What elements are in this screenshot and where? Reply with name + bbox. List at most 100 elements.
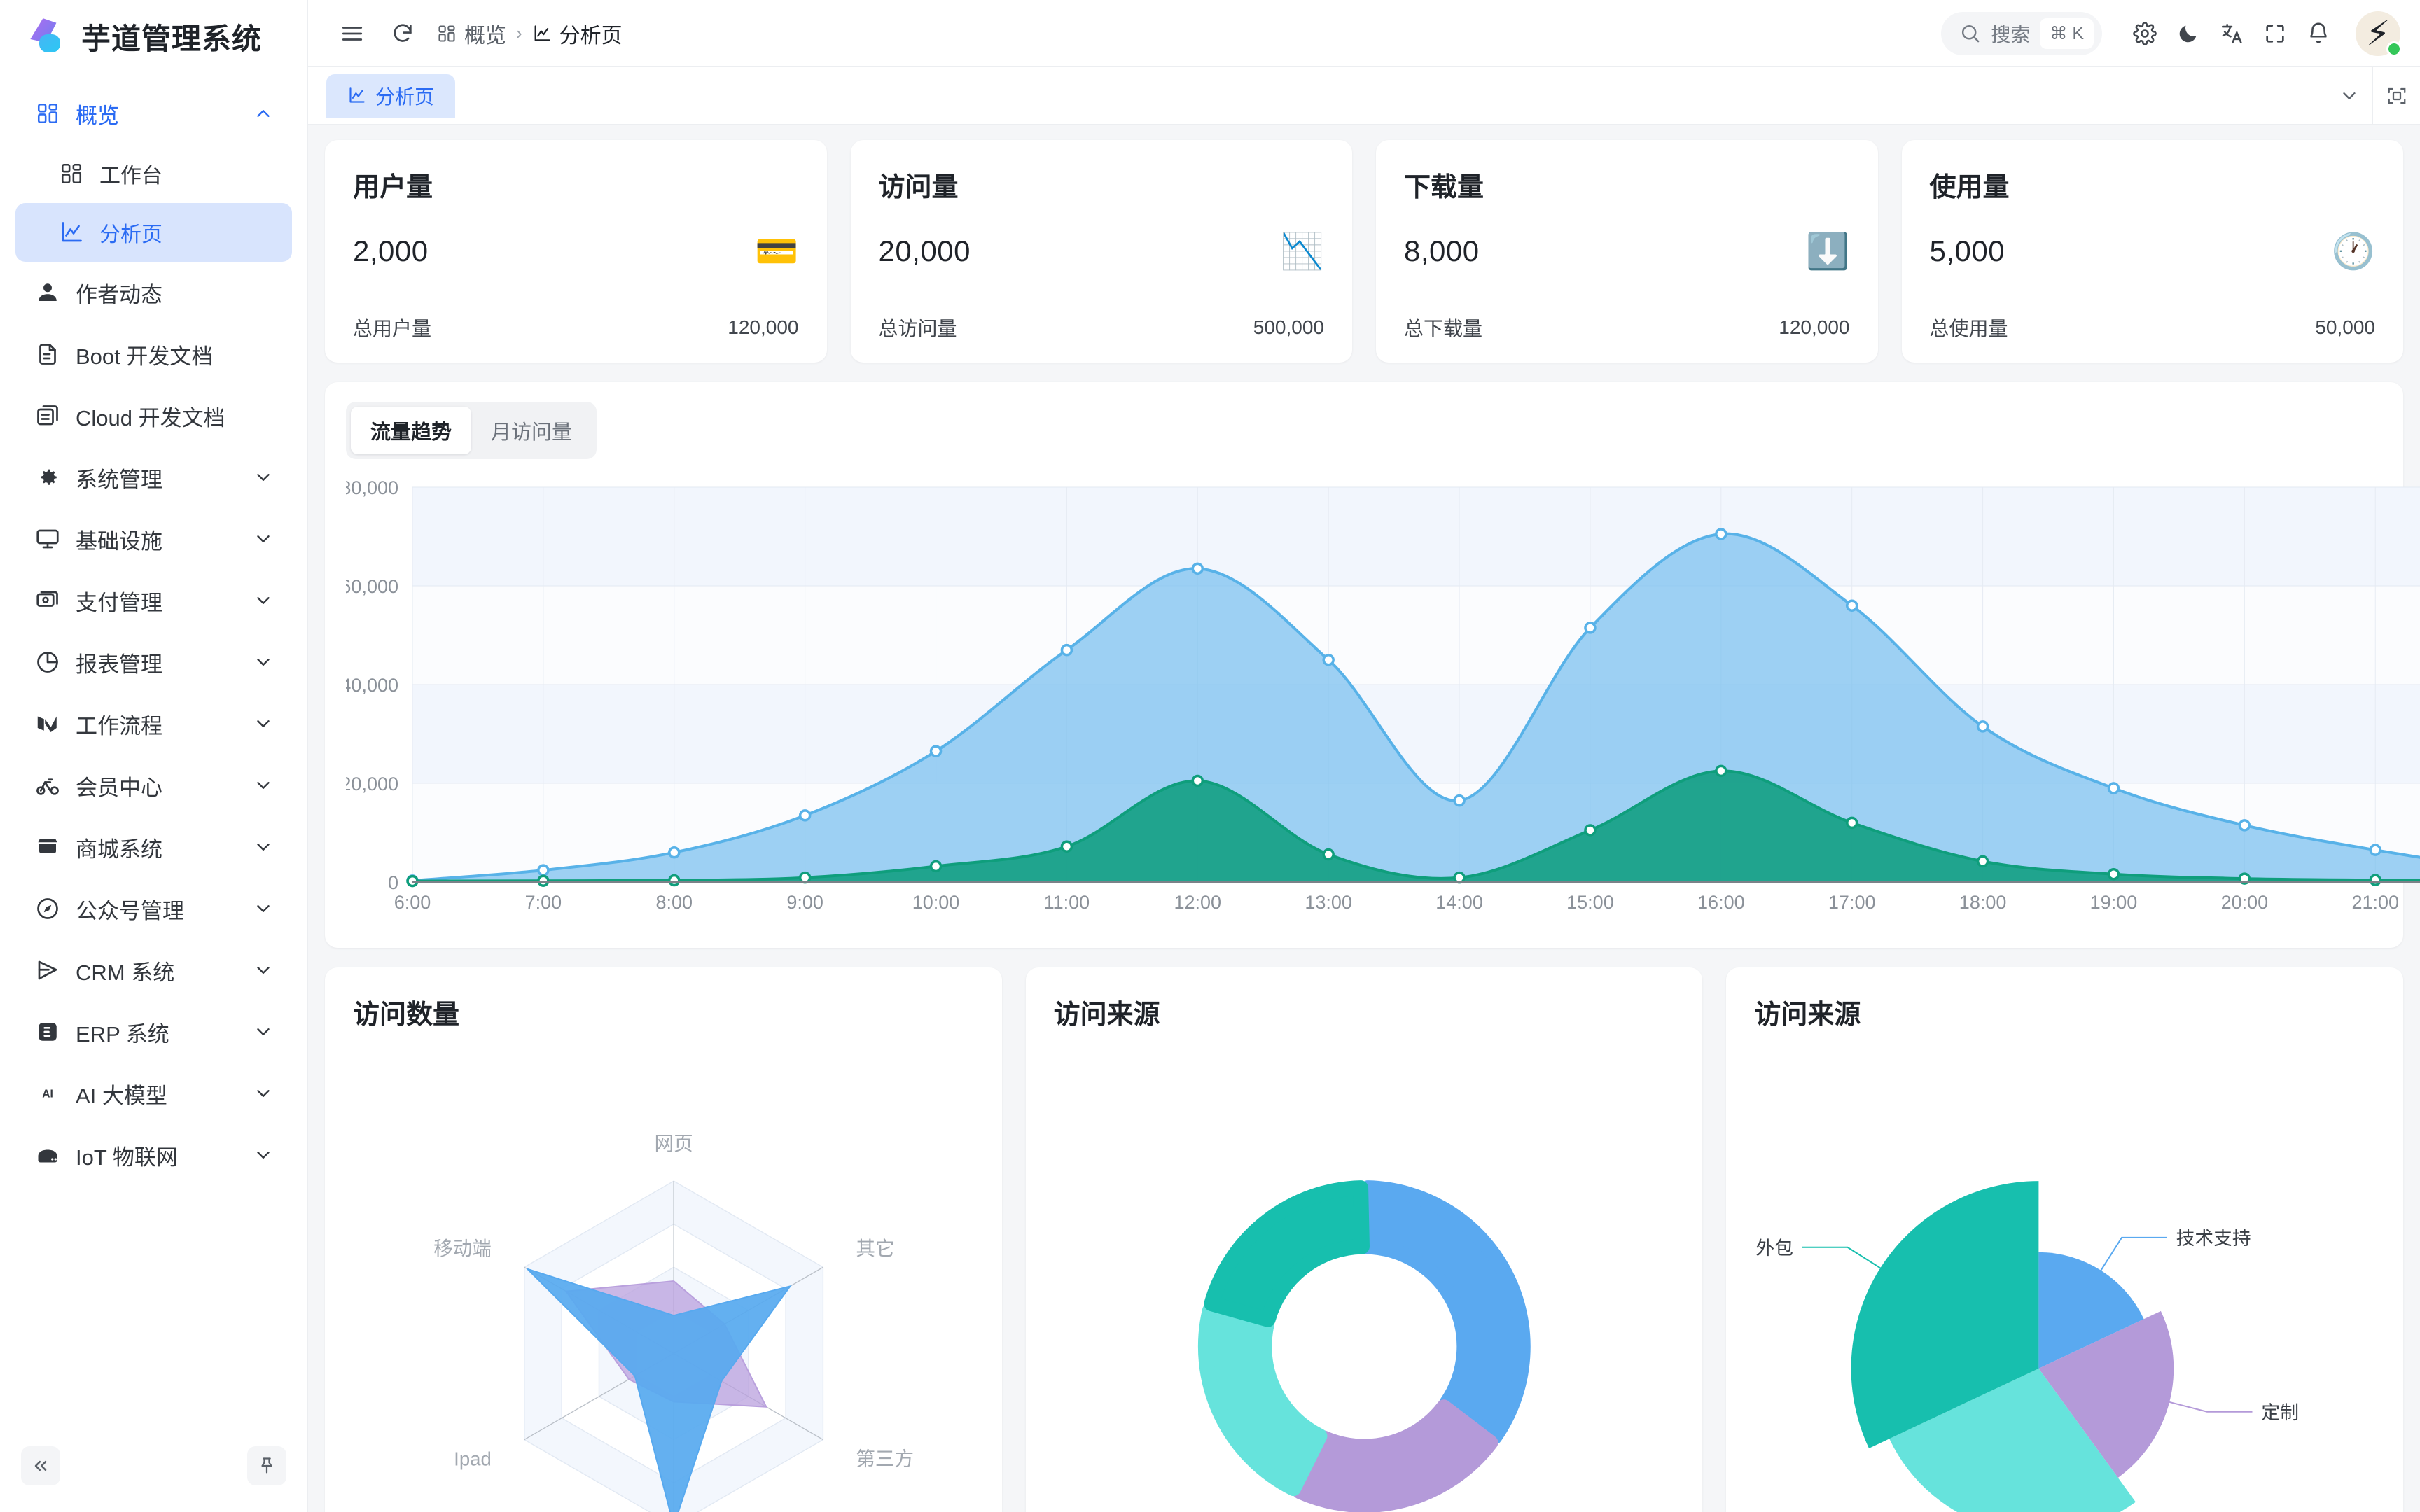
rose-slice[interactable] xyxy=(1889,1368,2136,1512)
sidebar-item-4[interactable]: Boot 开发文档 xyxy=(15,323,292,385)
sidebar-item-3[interactable]: 作者动态 xyxy=(15,262,292,323)
svg-text:其它: 其它 xyxy=(856,1238,894,1259)
erp-icon xyxy=(32,1016,63,1047)
sidebar-item-13[interactable]: 公众号管理 xyxy=(15,878,292,939)
sidebar-item-7[interactable]: 基础设施 xyxy=(15,508,292,570)
monitor-icon xyxy=(32,524,63,554)
svg-text:20:00: 20:00 xyxy=(2221,892,2269,913)
chevron-down-icon[interactable] xyxy=(251,774,275,797)
sidebar-item-2[interactable]: 分析页 xyxy=(15,203,292,262)
segment-monthly-visits[interactable]: 月访问量 xyxy=(491,421,573,444)
sidebar-footer xyxy=(0,1435,307,1512)
radar-chart[interactable]: 网页其它第三方客户端Ipad移动端 xyxy=(353,1031,974,1512)
rose-slice[interactable] xyxy=(2038,1310,2174,1478)
donut-slice[interactable] xyxy=(1358,1180,1531,1444)
sidebar-item-0[interactable]: 概览 xyxy=(15,83,292,144)
donut-slice[interactable] xyxy=(1204,1180,1370,1327)
hamburger-icon[interactable] xyxy=(333,15,371,52)
stat-value: 5,000 xyxy=(1929,234,2005,267)
rose-slice[interactable] xyxy=(1851,1180,2039,1448)
search-input[interactable]: 搜索 ⌘ K xyxy=(1941,11,2102,55)
chevron-down-icon[interactable] xyxy=(251,465,275,489)
translate-icon[interactable] xyxy=(2213,15,2251,52)
sidebar-item-label: 支付管理 xyxy=(76,590,162,615)
chevron-down-icon[interactable] xyxy=(251,1143,275,1167)
gear-icon[interactable] xyxy=(2126,15,2164,52)
refresh-icon[interactable] xyxy=(384,15,422,52)
chevron-down-icon[interactable] xyxy=(251,1020,275,1044)
chevron-up-icon[interactable] xyxy=(251,102,275,125)
sidebar-item-1[interactable]: 工作台 xyxy=(15,144,292,203)
stat-title: 使用量 xyxy=(1929,173,2010,202)
svg-text:移动端: 移动端 xyxy=(433,1238,492,1259)
search-icon xyxy=(1959,22,1981,44)
chevron-down-icon[interactable] xyxy=(251,897,275,920)
donut-slice[interactable] xyxy=(1197,1302,1328,1496)
sidebar-item-8[interactable]: 支付管理 xyxy=(15,570,292,631)
grid-icon xyxy=(437,24,457,43)
sidebar-item-17[interactable]: IoT 物联网 xyxy=(15,1124,292,1186)
sidebar-item-12[interactable]: 商城系统 xyxy=(15,816,292,878)
sidebar-item-9[interactable]: 报表管理 xyxy=(15,631,292,693)
chevron-down-icon[interactable] xyxy=(251,712,275,736)
sidebar-item-16[interactable]: AI AI 大模型 xyxy=(15,1063,292,1124)
bell-icon[interactable] xyxy=(2300,15,2337,52)
sidebar-pin-button[interactable] xyxy=(247,1446,286,1485)
chevron-down-icon[interactable] xyxy=(251,1082,275,1105)
sidebar-item-10[interactable]: 工作流程 xyxy=(15,693,292,755)
chevron-down-icon[interactable] xyxy=(251,589,275,612)
send-icon xyxy=(32,955,63,986)
chevron-down-icon[interactable] xyxy=(251,650,275,674)
donut-chart-card: 访问来源 搜索引擎 直接访问 邮件营销 联盟广告 xyxy=(1025,967,1703,1512)
breadcrumb-separator: › xyxy=(516,22,522,43)
sidebar-nav: 概览 工作台 分析页作者动态 Boot 开发文档 Cloud 开发文档 系统管理 基础设施支… xyxy=(0,73,307,1435)
rose-chart[interactable]: 技术支持定制远程外包 xyxy=(1754,1031,2375,1512)
sidebar-item-14[interactable]: CRM 系统 xyxy=(15,939,292,1001)
expand-icon[interactable] xyxy=(2372,67,2420,124)
sidebar-item-15[interactable]: ERP 系统 xyxy=(15,1001,292,1063)
breadcrumb-label: 分析页 xyxy=(559,24,623,48)
donut-chart[interactable] xyxy=(1054,1031,1675,1512)
sidebar: 芋道管理系统 概览 工作台 分析页作者动态 Boot 开发文档 Cloud 开发文档 系统… xyxy=(0,0,308,1512)
svg-text:13:00: 13:00 xyxy=(1305,892,1352,913)
rose-slice[interactable] xyxy=(2038,1252,2144,1368)
breadcrumb-item-analysis[interactable]: 分析页 xyxy=(532,18,623,49)
stat-title: 下载量 xyxy=(1404,173,1484,202)
breadcrumb: 概览 › 分析页 xyxy=(437,18,623,49)
stat-title: 访问量 xyxy=(878,173,959,202)
chart-line-icon xyxy=(532,24,552,43)
sidebar-item-6[interactable]: 系统管理 xyxy=(15,447,292,508)
segment-traffic-trend[interactable]: 流量趋势 xyxy=(351,407,472,454)
sidebar-item-label: 作者动态 xyxy=(76,282,162,307)
chevron-down-icon[interactable] xyxy=(251,958,275,982)
svg-text:21:00: 21:00 xyxy=(2351,892,2399,913)
sidebar-item-label: 工作流程 xyxy=(76,713,162,738)
chevron-down-icon[interactable] xyxy=(251,527,275,551)
trend-segmented-control: 流量趋势 月访问量 xyxy=(346,402,597,459)
donut-slice[interactable] xyxy=(1292,1399,1498,1512)
rose-chart-card: 访问来源 技术支持定制远程外包 xyxy=(1726,967,2404,1512)
fullscreen-icon[interactable] xyxy=(2256,15,2294,52)
stat-title: 用户量 xyxy=(353,173,433,202)
sidebar-item-label: 会员中心 xyxy=(76,775,162,800)
pie-chart-icon xyxy=(32,647,63,678)
grid-icon xyxy=(56,158,87,189)
stat-card-row: 用户量 2,000 💳 总用户量 120,000 访问量 20,000 📉 总访… xyxy=(325,140,2403,363)
sidebar-item-5[interactable]: Cloud 开发文档 xyxy=(15,385,292,447)
sidebar-item-11[interactable]: 会员中心 xyxy=(15,755,292,816)
stat-value: 8,000 xyxy=(1404,234,1480,267)
chevron-down-icon[interactable] xyxy=(2325,67,2372,124)
avatar[interactable]: ⚡ xyxy=(2356,10,2402,57)
breadcrumb-item-overview[interactable]: 概览 xyxy=(437,18,506,49)
moon-icon[interactable] xyxy=(2169,15,2207,52)
chevron-down-icon[interactable] xyxy=(251,835,275,859)
iot-icon xyxy=(32,1140,63,1170)
main-area: 概览 › 分析页 搜索 ⌘ K xyxy=(308,0,2420,1512)
pie-chart-emoji: 📉 xyxy=(1280,232,1324,271)
grid-icon xyxy=(32,98,63,129)
brand[interactable]: 芋道管理系统 xyxy=(0,0,307,73)
download-emoji: ⬇️ xyxy=(1806,232,1850,271)
stat-foot-label: 总用户量 xyxy=(353,318,432,340)
sidebar-collapse-button[interactable] xyxy=(21,1446,60,1485)
tab-analysis[interactable]: 分析页 xyxy=(326,74,456,118)
